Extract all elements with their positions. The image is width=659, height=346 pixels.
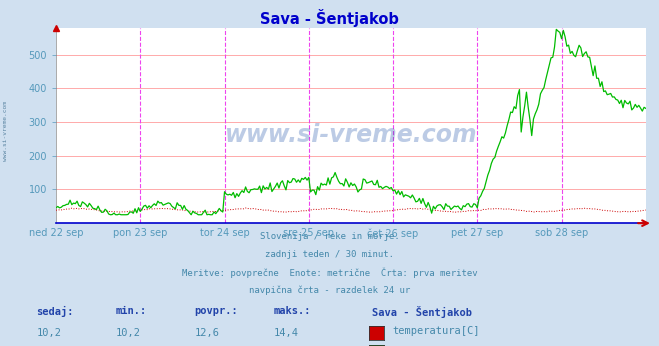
Text: min.:: min.: xyxy=(115,306,146,316)
Text: maks.:: maks.: xyxy=(273,306,311,316)
Text: temperatura[C]: temperatura[C] xyxy=(392,326,480,336)
Text: 14,4: 14,4 xyxy=(273,328,299,338)
Text: 10,2: 10,2 xyxy=(36,328,61,338)
Text: Sava - Šentjakob: Sava - Šentjakob xyxy=(372,306,473,318)
Text: Meritve: povprečne  Enote: metrične  Črta: prva meritev: Meritve: povprečne Enote: metrične Črta:… xyxy=(182,268,477,278)
Text: Slovenija / reke in morje.: Slovenija / reke in morje. xyxy=(260,232,399,241)
Text: 12,6: 12,6 xyxy=(194,328,219,338)
Text: www.si-vreme.com: www.si-vreme.com xyxy=(3,101,8,162)
Text: www.si-vreme.com: www.si-vreme.com xyxy=(225,123,477,147)
Text: povpr.:: povpr.: xyxy=(194,306,238,316)
Text: zadnji teden / 30 minut.: zadnji teden / 30 minut. xyxy=(265,250,394,259)
Text: navpična črta - razdelek 24 ur: navpična črta - razdelek 24 ur xyxy=(249,286,410,295)
Text: 10,2: 10,2 xyxy=(115,328,140,338)
Text: sedaj:: sedaj: xyxy=(36,306,74,317)
Text: Sava - Šentjakob: Sava - Šentjakob xyxy=(260,9,399,27)
